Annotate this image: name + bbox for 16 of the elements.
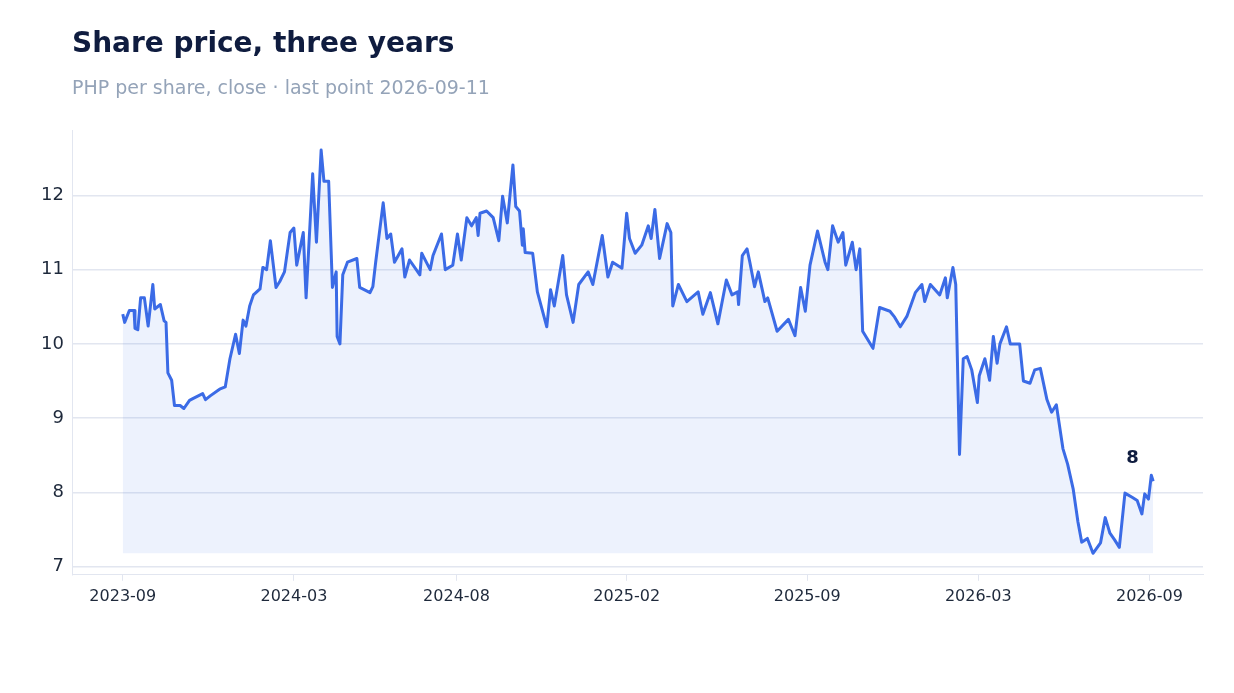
x-tick-label: 2026-03 [944,585,1012,605]
x-tick-label: 2024-08 [423,585,490,605]
y-tick-label: 8 [52,480,64,502]
chart-subtitle: PHP per share, close · last point 2026-09-11 [72,76,490,98]
x-tick-label: 2025-02 [593,585,661,605]
x-tick-label: 2026-09 [1115,585,1183,605]
chart-title: Share price, three years [72,26,455,59]
y-tick-label: 9 [52,405,64,427]
y-tick-label: 10 [41,331,64,353]
x-tick-label: 2023-09 [89,585,157,605]
x-tick-label: 2024-03 [260,585,328,605]
y-tick-label: 11 [41,257,64,279]
x-tick-label: 2025-09 [773,585,841,605]
y-tick-label: 7 [52,554,64,576]
y-tick-label: 12 [41,183,64,205]
annotation: 8 [1126,446,1139,468]
